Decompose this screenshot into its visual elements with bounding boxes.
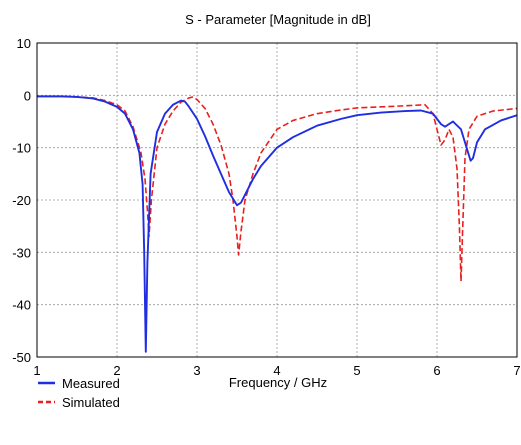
y-tick-label: 0 (24, 88, 31, 103)
y-tick-label: 10 (17, 36, 31, 51)
y-tick-label: -10 (12, 141, 31, 156)
series-line-measured (37, 95, 518, 353)
x-tick-label: 7 (513, 363, 520, 378)
y-tick-label: -40 (12, 298, 31, 313)
x-tick-label: 2 (113, 363, 120, 378)
y-tick-label: -50 (12, 350, 31, 365)
y-tick-label: -30 (12, 245, 31, 260)
series-line-simulated (37, 95, 518, 282)
x-axis-label: Frequency / GHz (229, 375, 327, 390)
series-layer (37, 95, 518, 353)
tick-labels: 1 2 3 4 5 6 7 10 0 -10 -20 -30 -40 -50 (12, 36, 520, 378)
legend: Measured Simulated (38, 376, 120, 410)
x-tick-label: 5 (353, 363, 360, 378)
plot-frame (36, 42, 518, 358)
x-tick-label: 1 (33, 363, 40, 378)
y-tick-label: -20 (12, 193, 31, 208)
x-tick-label: 3 (193, 363, 200, 378)
legend-label-measured: Measured (62, 376, 120, 391)
x-tick-label: 4 (273, 363, 280, 378)
chart-title: S - Parameter [Magnitude in dB] (185, 12, 371, 27)
legend-label-simulated: Simulated (62, 395, 120, 410)
x-tick-label: 6 (433, 363, 440, 378)
